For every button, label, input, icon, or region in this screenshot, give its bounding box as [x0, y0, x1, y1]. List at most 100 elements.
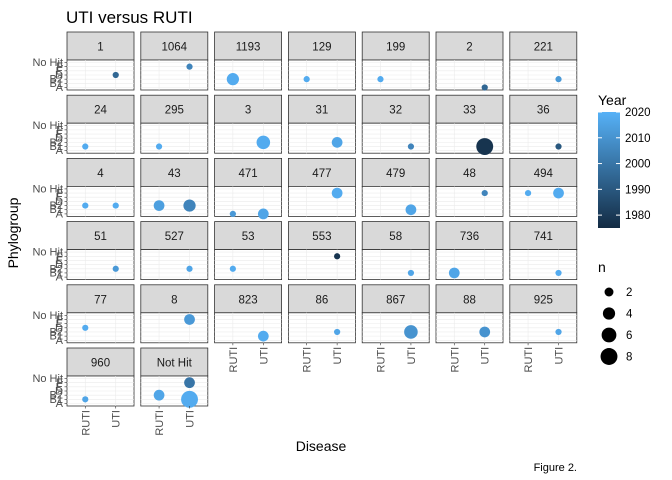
y-tick-label: No Hit — [32, 247, 63, 259]
facet-strip — [435, 284, 504, 314]
facet-strip — [140, 94, 209, 124]
data-point — [257, 208, 269, 220]
facet-panel: 471 — [214, 157, 283, 220]
n-size-legend: n 2 4 6 8 — [598, 259, 633, 365]
data-point — [555, 143, 562, 150]
legend-size-label: 2 — [626, 287, 632, 299]
facet-panel: 1064 — [140, 31, 209, 91]
facet-panel: 823 RUTI UTI — [214, 284, 283, 372]
x-tick-label: UTI — [332, 347, 344, 365]
data-point — [407, 269, 415, 277]
facet-strip — [140, 284, 209, 314]
data-point — [377, 76, 384, 83]
facet-strip-label: 51 — [94, 231, 107, 243]
x-tick-label: RUTI — [154, 410, 166, 436]
data-point — [153, 200, 165, 211]
y-tick-label: No Hit — [32, 183, 63, 195]
facet-strip — [214, 284, 283, 314]
y-tick-label: F — [56, 188, 63, 200]
y-tick-label: E — [56, 381, 63, 393]
y-tick-label: D — [55, 133, 63, 145]
y-tick-label: F — [56, 124, 63, 136]
data-point — [184, 314, 195, 325]
data-point — [405, 204, 417, 216]
facet-panel: 221 — [509, 31, 578, 91]
data-point — [153, 389, 165, 401]
facet-strip-label: 8 — [171, 294, 177, 306]
x-tick-label: UTI — [111, 410, 123, 428]
data-point — [481, 189, 488, 197]
data-point — [155, 143, 163, 150]
facet-strip-label: 2 — [466, 42, 472, 54]
facet-strip-label: 925 — [534, 294, 553, 306]
y-tick-label: E — [56, 192, 63, 204]
y-tick-label: D — [55, 322, 63, 334]
data-point — [226, 73, 239, 86]
facet-strip — [66, 94, 135, 124]
facet-strip-label: 823 — [239, 294, 258, 306]
facet-strip — [435, 157, 504, 187]
legend-size-key — [602, 307, 616, 320]
facet-strip-label: 53 — [242, 231, 255, 243]
y-tick-label: B1 — [50, 331, 63, 343]
legend-size-key — [600, 348, 618, 365]
legend-colorbar — [598, 112, 620, 228]
data-point — [476, 138, 494, 155]
facet-strip-label: 3 — [245, 105, 251, 117]
x-tick-label: UTI — [258, 347, 270, 365]
facet-panel: 736 — [435, 221, 504, 281]
x-tick-label: RUTI — [302, 347, 314, 373]
y-tick-label: E — [56, 318, 63, 330]
facet-strip-label: 32 — [389, 105, 402, 117]
facet-strip — [287, 157, 356, 187]
facet-panel: 199 — [361, 31, 430, 91]
data-point — [524, 189, 532, 197]
facet-panel: 295 — [140, 94, 209, 154]
y-tick-label: A — [56, 272, 64, 284]
y-tick-label: F — [56, 377, 63, 389]
legend-size-key — [601, 327, 617, 343]
facet-strip — [214, 31, 283, 61]
y-tick-label: B1 — [50, 141, 63, 153]
facet-panel: 53 — [214, 221, 283, 281]
data-point — [186, 63, 193, 70]
data-point — [112, 265, 119, 272]
data-point — [112, 71, 119, 79]
x-tick-label: RUTI — [375, 347, 387, 373]
facet-strip — [66, 31, 135, 61]
facet-panel: 527 — [140, 221, 209, 281]
legend-size-title: n — [598, 259, 606, 275]
data-point — [553, 187, 564, 199]
data-point — [555, 328, 562, 336]
data-point — [186, 265, 193, 272]
x-tick-label: RUTI — [523, 347, 535, 373]
facet-strip-label: 471 — [239, 168, 258, 180]
facet-strip-label: 31 — [316, 105, 329, 117]
facet-strip-label: 494 — [534, 168, 554, 180]
x-tick-label: UTI — [185, 410, 197, 428]
y-tick-label: D — [55, 386, 63, 398]
data-point — [256, 135, 271, 150]
y-tick-label: B2 — [50, 326, 63, 338]
legend-size-key — [604, 287, 614, 297]
data-point — [229, 265, 236, 272]
y-tick-label: B1 — [50, 78, 63, 90]
facet-strip-label: 43 — [168, 168, 181, 180]
data-point — [479, 326, 491, 338]
facet-strip — [361, 94, 430, 124]
facet-strip-label: 960 — [91, 358, 110, 370]
data-point — [555, 269, 562, 277]
facet-panel: 86 RUTI UTI — [287, 284, 356, 373]
facet-strip-label: 1 — [97, 42, 103, 54]
data-point — [334, 253, 341, 260]
data-point — [184, 377, 195, 389]
facet-strip-label: 477 — [312, 168, 331, 180]
facet-strip-label: 527 — [165, 231, 184, 243]
facet-panel: 33 — [435, 94, 504, 155]
facet-panel: 477 — [287, 157, 356, 217]
data-point — [82, 143, 89, 150]
